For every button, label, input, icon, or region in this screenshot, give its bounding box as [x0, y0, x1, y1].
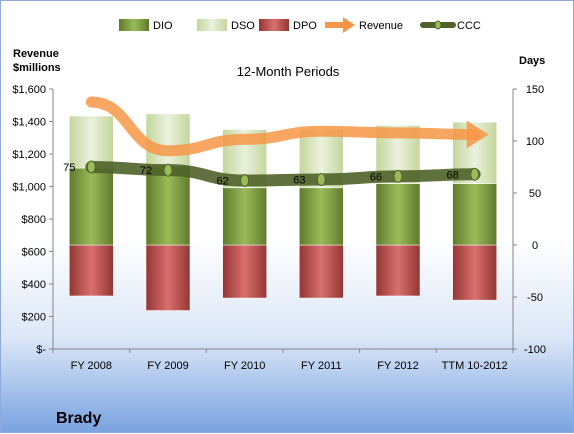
legend-label-ccc: CCC	[457, 20, 481, 32]
legend-arrow-revenue	[343, 17, 355, 33]
x-tick-label: FY 2008	[71, 360, 112, 372]
chart-title: 12-Month Periods	[237, 64, 340, 79]
legend-label-dpo: DPO	[293, 20, 317, 32]
left-tick-label: $200	[22, 312, 46, 324]
legend-label-dio: DIO	[153, 20, 173, 32]
lines-layer: 75 72 62 63 66 68	[63, 96, 489, 188]
ccc-point	[316, 172, 326, 186]
bar-dpo	[222, 244, 267, 299]
revenue-arrowhead	[466, 120, 489, 149]
revenue-line	[85, 96, 481, 157]
legend-label-revenue: Revenue	[359, 20, 403, 32]
x-tick-label: TTM 10-2012	[442, 360, 508, 372]
bars-layer	[69, 113, 497, 311]
legend-label-dso: DSO	[231, 20, 255, 32]
right-axis-label: Days	[519, 55, 545, 67]
bar-dpo	[375, 244, 421, 297]
bar-dio	[375, 183, 421, 246]
right-tick-label: 50	[529, 188, 541, 200]
right-tick-label: -50	[527, 292, 543, 304]
ccc-point	[163, 163, 173, 177]
ccc-data-label: 66	[370, 171, 382, 183]
left-tick-label: $800	[22, 214, 46, 226]
bar-dio	[145, 165, 191, 246]
bar-dio	[299, 187, 344, 246]
left-tick-label: $1,000	[12, 182, 46, 194]
ccc-point	[86, 160, 96, 174]
right-tick-label: -100	[524, 344, 546, 356]
left-tick-label: $400	[22, 279, 46, 291]
ccc-data-label: 72	[140, 165, 152, 177]
ccc-point	[393, 169, 403, 183]
legend-swatch-dio	[119, 19, 149, 31]
ccc-line	[85, 161, 481, 187]
bar-dio	[222, 187, 267, 246]
bar-dso	[69, 115, 114, 169]
bar-dio	[69, 167, 114, 246]
legend-swatch-dpo	[259, 19, 289, 31]
right-tick-label: 0	[532, 240, 538, 252]
company-name: Brady	[56, 410, 101, 427]
left-axis-label-2: $millions	[13, 62, 61, 74]
bar-dso	[145, 113, 191, 167]
ccc-data-label: 68	[447, 169, 459, 181]
x-tick-label: FY 2010	[224, 360, 265, 372]
ccc-data-label: 63	[293, 174, 305, 186]
left-tick-label: $1,200	[12, 149, 46, 161]
legend-swatch-dso	[197, 19, 227, 31]
right-tick-label: 150	[526, 84, 544, 96]
left-tick-label: $600	[22, 247, 46, 259]
axes-layer: $- $200 $400 $600 $800 $1,000 $1,200 $1,400 $1,6…	[12, 84, 546, 372]
bar-dio	[452, 183, 497, 246]
ccc-data-label: 62	[217, 176, 229, 188]
right-tick-label: 100	[526, 136, 544, 148]
left-tick-label: $1,600	[12, 84, 46, 96]
x-tick-label: FY 2012	[377, 360, 418, 372]
bar-dpo	[299, 244, 344, 299]
ccc-point	[240, 174, 250, 188]
bar-dpo	[69, 244, 114, 297]
x-tick-label: FY 2009	[147, 360, 188, 372]
ccc-point	[470, 167, 480, 181]
left-axis-label-1: Revenue	[13, 48, 59, 60]
x-tick-label: FY 2011	[301, 360, 342, 372]
legend: DIO DSO DPO Revenue CCC	[119, 17, 481, 33]
bar-dpo	[452, 244, 497, 301]
legend-marker-ccc	[434, 20, 442, 30]
ccc-data-label: 75	[63, 162, 75, 174]
left-tick-label: $-	[36, 344, 46, 356]
bar-dpo	[145, 244, 191, 311]
left-tick-label: $1,400	[12, 117, 46, 129]
